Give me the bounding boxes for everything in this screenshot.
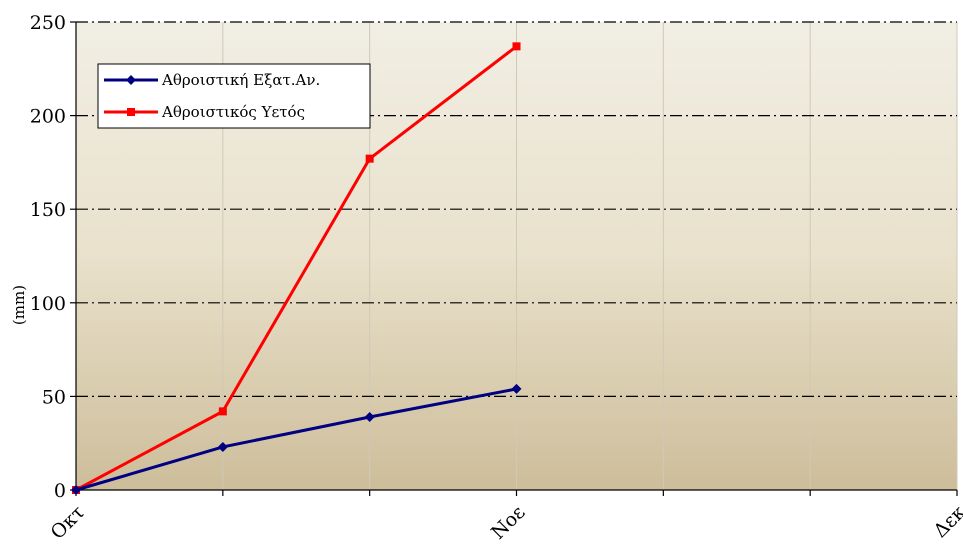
data-point	[126, 75, 136, 85]
legend-box	[97, 63, 371, 129]
series-line	[75, 387, 517, 492]
data-point	[217, 441, 228, 452]
series-line	[75, 45, 518, 492]
data-point	[364, 411, 375, 422]
x-tick-label: Δεκ	[929, 501, 963, 542]
y-tick-label: 200	[30, 106, 66, 128]
y-axis-label: (mm)	[10, 285, 28, 325]
data-point	[127, 108, 135, 116]
data-point	[512, 42, 521, 51]
data-point	[218, 407, 227, 416]
y-tick-label: 150	[30, 199, 66, 221]
data-point	[365, 154, 374, 163]
legend-label: Αθροιστικός Υετός	[161, 103, 305, 121]
y-tick-label: 50	[42, 386, 66, 408]
y-tick-label: 0	[54, 480, 66, 502]
data-point	[71, 485, 81, 495]
y-tick-label: 250	[30, 12, 66, 34]
x-tick-label: Οκτ	[47, 501, 89, 543]
data-point	[511, 383, 522, 394]
axes: 0 50 100 150 200 250 Οκτ Νοε Δεκ	[30, 12, 963, 544]
x-tick-label: Νοε	[487, 501, 529, 543]
legend-label: Αθροιστική Εξατ.Αν.	[161, 71, 320, 89]
grid	[76, 21, 958, 490]
series-layer	[71, 42, 522, 495]
y-tick-label: 100	[30, 293, 66, 315]
legend: Αθροιστική Εξατ.Αν. Αθροιστικός Υετός	[97, 63, 371, 129]
